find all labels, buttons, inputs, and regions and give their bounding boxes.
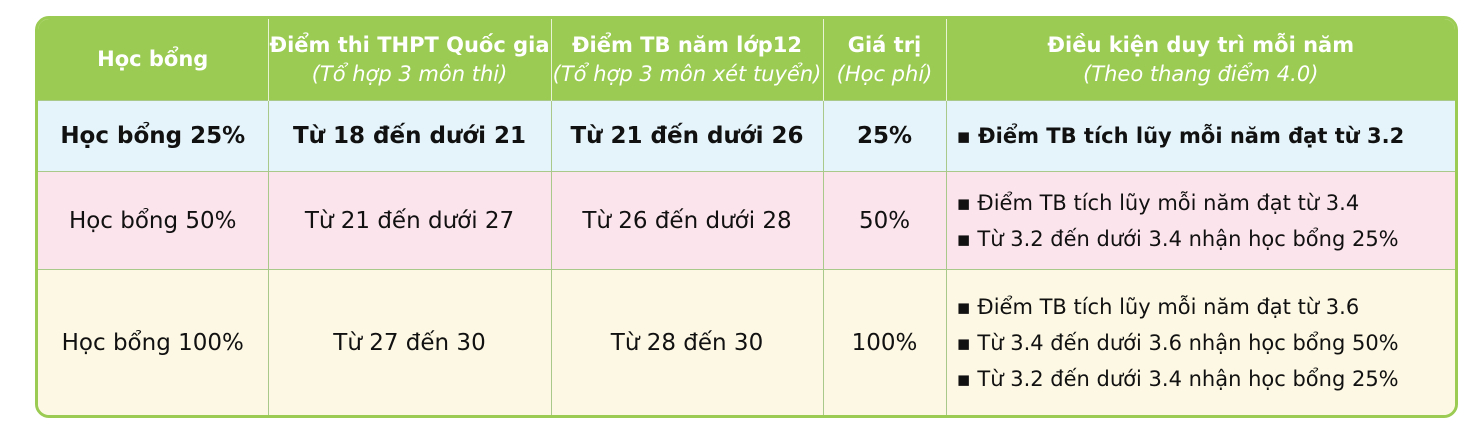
table-cell: Học bổng 50% [38,171,268,270]
table-cell: Từ 27 đến 30 [267,269,551,415]
header-subtitle: (Tổ hợp 3 môn thi) [311,61,508,86]
conditions-cell: Điểm TB tích lũy mỗi năm đạt từ 3.2 [945,100,1456,172]
table-cell: 25% [822,100,946,172]
table-cell: Từ 21 đến dưới 27 [267,171,551,270]
header-title: Học bổng [97,47,209,72]
header-subtitle: (Học phí) [836,61,933,86]
table-cell: Học bổng 100% [38,269,268,415]
header-subtitle: (Tổ hợp 3 môn xét tuyển) [552,61,822,86]
header-subtitle: (Theo thang điểm 4.0) [1083,61,1319,86]
condition-item: Điểm TB tích lũy mỗi năm đạt từ 3.6 [957,289,1456,325]
table-cell: 100% [822,269,946,415]
conditions-cell: Điểm TB tích lũy mỗi năm đạt từ 3.6Từ 3.… [945,269,1456,415]
table-frame: Học bổng Điểm thi THPT Quốc gia (Tổ hợp 3 … [35,16,1458,418]
header-cell: Giá trị (Học phí) [822,19,946,101]
header-title: Điều kiện duy trì mỗi năm [1047,33,1355,58]
table-cell: Từ 28 đến 30 [550,269,823,415]
header-cell: Điều kiện duy trì mỗi năm (Theo thang điể… [945,19,1455,101]
condition-item: Từ 3.4 đến dưới 3.6 nhận học bổng 50% [957,325,1456,361]
table-cell: Học bổng 25% [38,100,268,172]
table-row: Học bổng 100% Từ 27 đến 30 Từ 28 đến 30 100… [38,269,1456,415]
condition-item: Từ 3.2 đến dưới 3.4 nhận học bổng 25% [957,361,1456,397]
header-title: Điểm TB năm lớp12 [571,33,803,58]
header-cell: Điểm thi THPT Quốc gia (Tổ hợp 3 môn thi) [267,19,551,101]
table-cell: Từ 21 đến dưới 26 [550,100,823,172]
header-title: Giá trị [847,33,922,58]
header-title: Điểm thi THPT Quốc gia [269,33,550,58]
table-body: Học bổng 25% Từ 18 đến dưới 21 Từ 21 đến d… [38,100,1456,415]
condition-item: Điểm TB tích lũy mỗi năm đạt từ 3.2 [957,118,1456,154]
condition-item: Điểm TB tích lũy mỗi năm đạt từ 3.4 [957,185,1456,221]
conditions-cell: Điểm TB tích lũy mỗi năm đạt từ 3.4Từ 3.… [945,171,1456,270]
table-cell: 50% [822,171,946,270]
table-cell: Từ 18 đến dưới 21 [267,100,551,172]
header-row: Học bổng Điểm thi THPT Quốc gia (Tổ hợp 3 … [38,19,1455,101]
scholarship-table: Học bổng Điểm thi THPT Quốc gia (Tổ hợp 3 … [38,19,1456,415]
table-cell: Từ 26 đến dưới 28 [550,171,823,270]
header-cell: Học bổng [38,19,268,101]
header-cell: Điểm TB năm lớp12 (Tổ hợp 3 môn xét tuyển… [550,19,823,101]
condition-item: Từ 3.2 đến dưới 3.4 nhận học bổng 25% [957,221,1456,257]
table-row: Học bổng 50% Từ 21 đến dưới 27 Từ 26 đến d… [38,171,1456,270]
table-row: Học bổng 25% Từ 18 đến dưới 21 Từ 21 đến d… [38,100,1456,172]
